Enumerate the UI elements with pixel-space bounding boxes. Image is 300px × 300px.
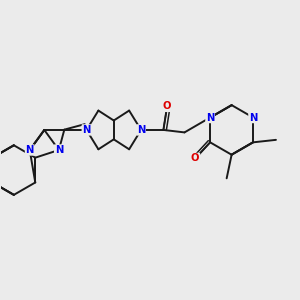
Text: N: N (82, 125, 91, 135)
Text: N: N (55, 145, 63, 155)
Text: N: N (206, 112, 214, 122)
Text: N: N (26, 145, 34, 155)
Text: O: O (163, 101, 171, 111)
Text: N: N (137, 125, 145, 135)
Text: O: O (191, 154, 200, 164)
Text: N: N (249, 112, 257, 122)
